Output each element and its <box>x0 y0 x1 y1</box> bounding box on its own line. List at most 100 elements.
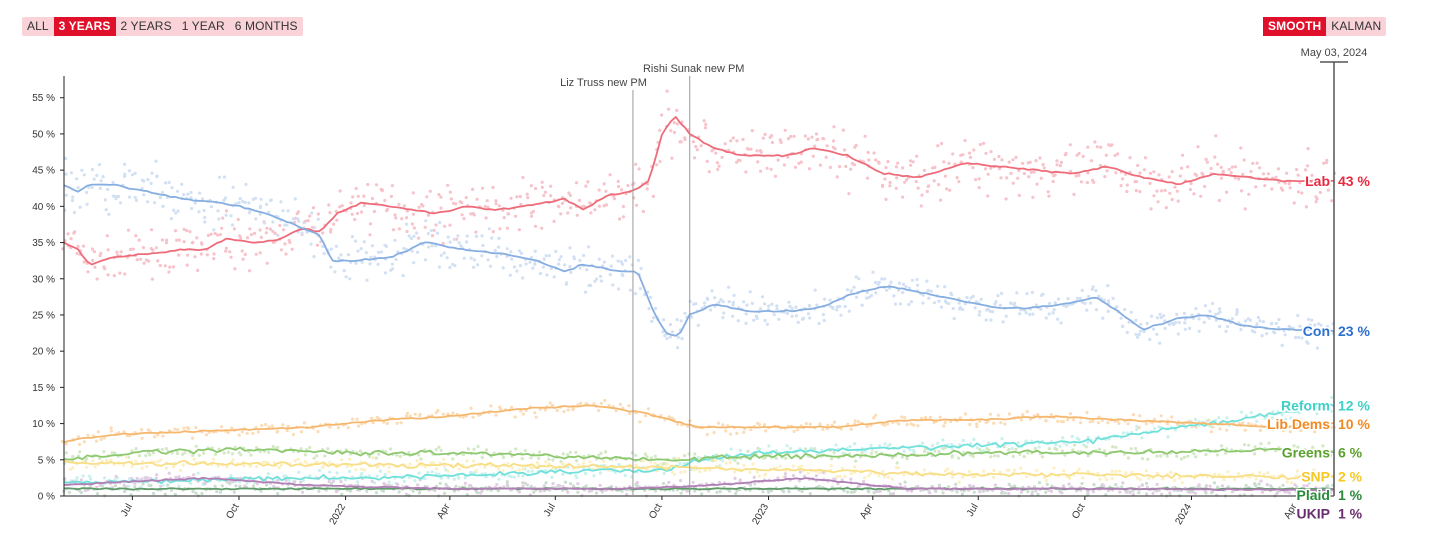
poll-dot <box>1030 290 1034 294</box>
poll-dot <box>416 483 420 487</box>
poll-dot <box>486 258 490 262</box>
poll-dot <box>230 426 234 430</box>
poll-dot <box>658 128 662 132</box>
poll-dot <box>1022 171 1026 176</box>
poll-dot <box>357 424 361 428</box>
kalman-button[interactable]: KALMAN <box>1331 19 1382 33</box>
poll-dot <box>767 490 771 494</box>
poll-dot <box>371 456 375 460</box>
poll-dot <box>285 429 289 433</box>
series-value-ukip: 1 % <box>1338 505 1363 521</box>
range-3-years-button[interactable]: 3 YEARS <box>53 17 116 36</box>
poll-dot <box>634 162 638 166</box>
poll-dot <box>1261 172 1266 176</box>
poll-dot <box>479 491 483 495</box>
poll-dot <box>1103 175 1107 179</box>
poll-dot <box>1045 482 1049 486</box>
poll-dot <box>1230 317 1234 321</box>
poll-dot <box>931 443 935 448</box>
poll-dot <box>1138 414 1142 418</box>
poll-dot <box>563 263 567 267</box>
poll-dot <box>982 141 986 145</box>
poll-dot <box>472 459 476 463</box>
poll-dot <box>849 490 853 494</box>
poll-dot <box>993 483 998 487</box>
poll-dot <box>1156 471 1160 475</box>
poll-dot <box>531 266 535 270</box>
range-all-button[interactable]: ALL <box>27 19 49 33</box>
poll-dot <box>860 451 864 455</box>
poll-dot <box>1014 155 1018 159</box>
poll-dot <box>1294 421 1298 425</box>
poll-dot <box>548 401 552 405</box>
poll-dot <box>617 184 621 189</box>
poll-dot <box>231 185 235 189</box>
poll-dot <box>79 490 83 495</box>
poll-dot <box>1052 308 1056 312</box>
poll-dot <box>140 428 144 432</box>
poll-dot <box>405 209 409 213</box>
poll-dot <box>146 178 150 182</box>
poll-dot <box>1191 490 1195 494</box>
poll-dot <box>387 470 391 474</box>
poll-dot <box>158 263 162 268</box>
poll-dot <box>848 444 852 449</box>
poll-dot <box>1250 493 1254 497</box>
poll-dot <box>907 302 911 307</box>
poll-dot <box>1182 311 1187 315</box>
poll-dot <box>82 260 86 264</box>
poll-dot <box>517 468 521 472</box>
poll-dot <box>369 255 373 259</box>
poll-dot <box>874 450 878 454</box>
poll-dot <box>64 156 68 161</box>
poll-dot <box>746 449 750 453</box>
poll-dot <box>1088 420 1092 424</box>
poll-dot <box>779 140 783 144</box>
poll-dot <box>978 419 982 423</box>
poll-dot <box>106 187 110 191</box>
poll-dot <box>512 475 516 479</box>
poll-dot <box>212 457 216 461</box>
poll-dot <box>98 254 102 258</box>
poll-dot <box>853 442 857 446</box>
poll-dot <box>133 171 137 175</box>
poll-dot <box>371 421 375 425</box>
poll-dot <box>778 464 782 468</box>
poll-dot <box>401 274 405 278</box>
poll-dot <box>1148 337 1152 342</box>
poll-dot <box>224 209 229 213</box>
poll-dot <box>417 236 421 240</box>
poll-dot <box>185 229 189 233</box>
poll-dot <box>192 473 196 477</box>
range-1-year-button[interactable]: 1 YEAR <box>181 19 225 33</box>
smooth-button[interactable]: SMOOTH <box>1263 17 1327 36</box>
poll-dot <box>933 449 937 453</box>
poll-dot <box>1288 491 1292 495</box>
poll-dot <box>372 481 376 485</box>
poll-dot <box>530 211 534 215</box>
poll-dot <box>1089 301 1093 305</box>
poll-dot <box>1152 426 1157 431</box>
poll-dot <box>883 475 887 479</box>
poll-dot <box>335 471 339 475</box>
poll-dot <box>799 160 803 164</box>
poll-dot <box>380 250 384 254</box>
poll-dot <box>1163 326 1167 330</box>
poll-dot <box>1219 176 1224 180</box>
poll-dot <box>875 489 879 493</box>
poll-dot <box>712 431 716 435</box>
poll-dot <box>114 474 118 479</box>
poll-dot <box>957 180 961 184</box>
poll-dot <box>843 304 847 309</box>
poll-dot <box>847 309 851 313</box>
poll-dot <box>364 251 368 255</box>
x-tick-label: Oct <box>647 502 664 521</box>
poll-dot <box>150 277 154 281</box>
poll-dot <box>1005 176 1009 180</box>
poll-dot <box>322 251 326 256</box>
range-6-months-button[interactable]: 6 MONTHS <box>234 19 298 33</box>
poll-dot <box>602 204 606 208</box>
poll-dot <box>85 202 89 206</box>
poll-dot <box>589 283 593 288</box>
range-2-years-button[interactable]: 2 YEARS <box>120 19 172 33</box>
